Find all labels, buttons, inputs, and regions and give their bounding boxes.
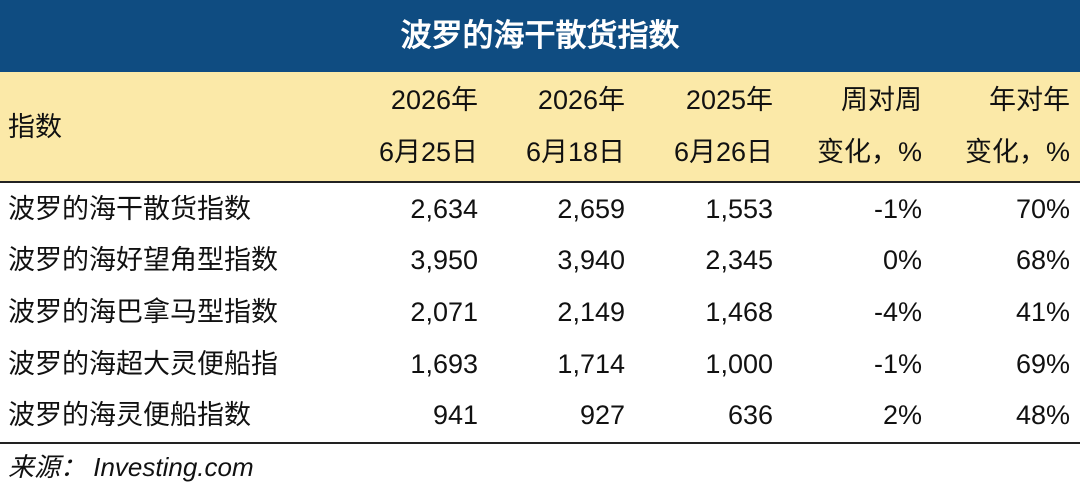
rule <box>0 181 1080 183</box>
cell: 3,940 <box>557 245 625 275</box>
cell: 636 <box>727 400 773 430</box>
cell: 2% <box>882 400 922 430</box>
column-header: 2025年 <box>685 85 773 115</box>
column-header: 年对年 <box>989 85 1070 115</box>
cell: 3,950 <box>410 245 478 275</box>
column-header: 2026年 <box>390 85 478 115</box>
cell: 波罗的海巴拿马型指数 <box>8 297 278 327</box>
cell: 48% <box>1015 400 1070 430</box>
column-header: 6月18日 <box>525 137 625 167</box>
title-bar <box>0 0 1080 72</box>
column-header: 6月25日 <box>378 137 478 167</box>
column-header: 周对周 <box>841 85 922 115</box>
cell: 1,000 <box>705 349 773 379</box>
cell: 2,345 <box>705 245 773 275</box>
cell: 1,468 <box>705 297 773 327</box>
cell: 2,634 <box>410 194 478 224</box>
cell: -1% <box>873 349 922 379</box>
column-header: 变化，% <box>816 137 922 167</box>
cell: 2,149 <box>557 297 625 327</box>
cell: 0% <box>882 245 922 275</box>
cell: 1,553 <box>705 194 773 224</box>
header-row <box>0 72 1080 181</box>
cell: -4% <box>873 297 922 327</box>
cell: 68% <box>1015 245 1070 275</box>
source: 来源： Investing.com <box>8 452 254 482</box>
column-header: 变化，% <box>964 137 1070 167</box>
cell: 941 <box>432 400 478 430</box>
cell: 波罗的海好望角型指数 <box>8 245 278 275</box>
cell: 2,071 <box>410 297 478 327</box>
column-header: 指数 <box>8 112 62 142</box>
cell: 41% <box>1015 297 1070 327</box>
column-header: 2026年 <box>537 85 625 115</box>
title: 波罗的海干散货指数 <box>400 18 680 53</box>
cell: -1% <box>873 194 922 224</box>
cell: 70% <box>1015 194 1070 224</box>
cell: 波罗的海超大灵便船指 <box>8 349 278 379</box>
cell: 69% <box>1015 349 1070 379</box>
column-header: 6月26日 <box>673 137 773 167</box>
cell: 927 <box>579 400 625 430</box>
cell: 波罗的海灵便船指数 <box>8 400 251 430</box>
cell: 2,659 <box>557 194 625 224</box>
cell: 1,693 <box>410 349 478 379</box>
cell: 1,714 <box>557 349 625 379</box>
rule <box>0 442 1080 444</box>
cell: 波罗的海干散货指数 <box>8 194 251 224</box>
